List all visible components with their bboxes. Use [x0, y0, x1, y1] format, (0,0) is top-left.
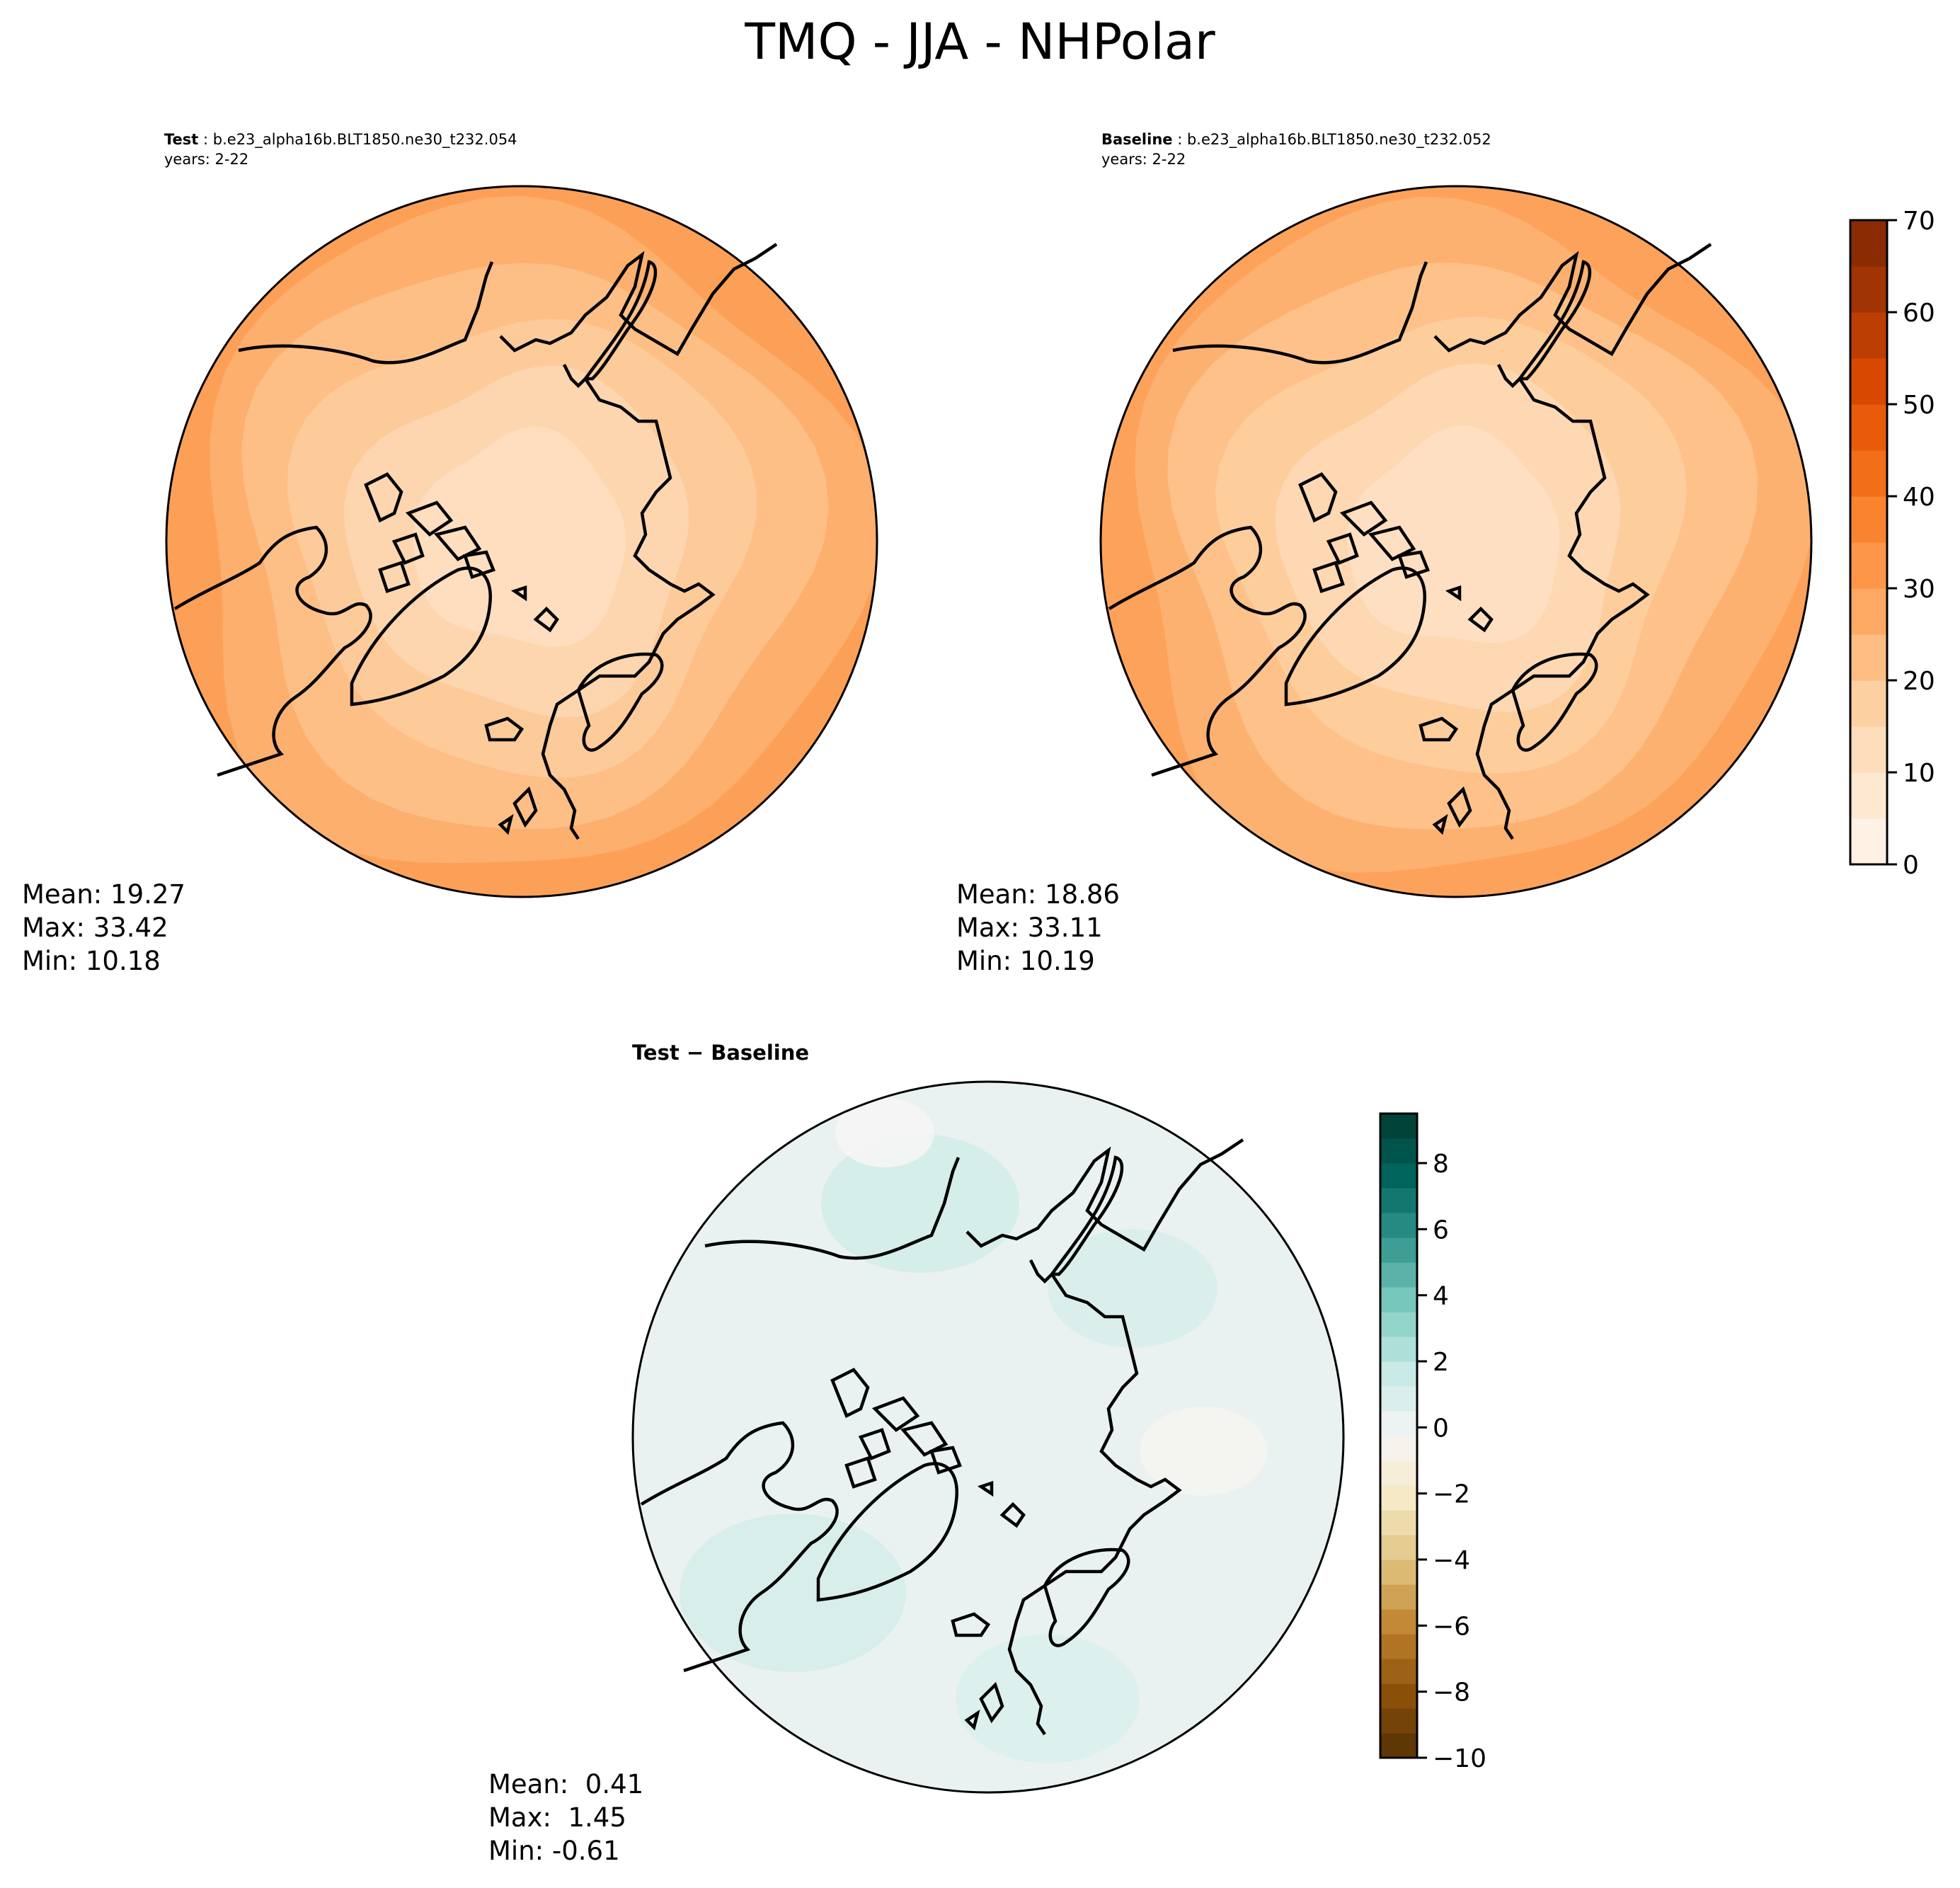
- colorbar-tick-label: −4: [1433, 1546, 1470, 1575]
- colorbar-tick-label: 0: [1903, 851, 1919, 880]
- colorbar-tick-label: 40: [1903, 483, 1935, 512]
- difference-min: Min: -0.61: [488, 1836, 620, 1866]
- colorbar-segment: [1850, 450, 1887, 497]
- colorbar-frame: [1849, 219, 1889, 866]
- colorbar-segment: [1380, 1683, 1417, 1709]
- baseline-min: Min: 10.19: [956, 946, 1095, 976]
- colorbar-segment: [1850, 542, 1887, 589]
- test-stats: Mean: 19.27 Max: 33.42 Min: 10.18: [22, 878, 185, 978]
- colorbar-tick-label: 20: [1903, 667, 1935, 696]
- contour-band: [413, 426, 626, 647]
- colorbar-segment: [1380, 1609, 1417, 1635]
- colorbar-segment: [1380, 1213, 1417, 1238]
- colorbar-tick-label: 10: [1903, 759, 1935, 788]
- colorbar-tick-label: 2: [1433, 1348, 1449, 1377]
- contour-band: [680, 1514, 906, 1672]
- baseline-panel-header: Baseline : b.e23_alpha16b.BLT1850.ne30_t…: [1101, 131, 1491, 168]
- contour-band: [1048, 1229, 1217, 1348]
- colorbar-segment: [1380, 1312, 1417, 1337]
- test-max: Max: 33.42: [22, 912, 168, 943]
- colorbar-tick-label: 50: [1903, 391, 1935, 420]
- colorbar-segment: [1850, 588, 1887, 635]
- colorbar-segment: [1850, 404, 1887, 451]
- baseline-stats: Mean: 18.86 Max: 33.11 Min: 10.19: [956, 878, 1120, 978]
- difference-title: Test − Baseline: [632, 1041, 810, 1065]
- colorbar-segment: [1850, 358, 1887, 405]
- colorbar-tick-label: −8: [1433, 1678, 1470, 1707]
- test-case-name: b.e23_alpha16b.BLT1850.ne30_t232.054: [212, 131, 517, 148]
- colorbar-tick-label: 6: [1433, 1215, 1449, 1245]
- colorbar-segment: [1380, 1237, 1417, 1263]
- baseline-case-name: b.e23_alpha16b.BLT1850.ne30_t232.052: [1186, 131, 1491, 148]
- colorbar-segment: [1380, 1114, 1417, 1139]
- colorbar-segment: [1850, 220, 1887, 267]
- test-min: Min: 10.18: [22, 946, 161, 976]
- colorbar-segment: [1380, 1708, 1417, 1734]
- colorbar-segment: [1850, 496, 1887, 543]
- colorbar-segment: [1380, 1460, 1417, 1486]
- brbg-colorbar: −10 −8 −6 −4 −2 0 2 4 6 8: [1379, 1112, 1486, 1773]
- colorbar-tick-label: 30: [1903, 575, 1935, 604]
- colorbar-segment: [1850, 634, 1887, 681]
- colorbar-segment: [1850, 772, 1887, 819]
- difference-stats: Mean: 0.41 Max: 1.45 Min: -0.61: [488, 1768, 643, 1867]
- baseline-years: years: 2-22: [1101, 151, 1186, 168]
- colorbar-segment: [1380, 1386, 1417, 1412]
- colorbar-segment: [1380, 1535, 1417, 1560]
- test-mean: Mean: 19.27: [22, 879, 185, 910]
- colorbar-segment: [1380, 1138, 1417, 1164]
- colorbar-segment: [1850, 680, 1887, 727]
- colorbar-segment: [1380, 1560, 1417, 1585]
- difference-mean: Mean: 0.41: [488, 1769, 644, 1800]
- colorbar-segment: [1380, 1584, 1417, 1610]
- colorbar-tick-label: −6: [1433, 1612, 1470, 1641]
- difference-map: [631, 1080, 1345, 1794]
- colorbar-tick-label: −10: [1433, 1744, 1486, 1773]
- contour-band: [956, 1635, 1140, 1763]
- colorbar-segment: [1380, 1659, 1417, 1684]
- test-map: [165, 185, 878, 898]
- baseline-max: Max: 33.11: [956, 912, 1103, 943]
- test-panel-header: Test : b.e23_alpha16b.BLT1850.ne30_t232.…: [164, 131, 517, 168]
- colorbar-tick-label: 8: [1433, 1150, 1449, 1179]
- contour-band: [821, 1134, 1019, 1273]
- colorbar-tick-label: 4: [1433, 1282, 1449, 1311]
- oranges-colorbar: 0 10 20 30 40 50 60 70: [1849, 207, 1935, 880]
- colorbar-segment: [1380, 1361, 1417, 1387]
- colorbar-segment: [1380, 1485, 1417, 1511]
- baseline-label: Baseline: [1101, 131, 1173, 148]
- colorbar-segment: [1850, 818, 1887, 865]
- baseline-mean: Mean: 18.86: [956, 879, 1120, 910]
- colorbar-segment: [1380, 1188, 1417, 1213]
- colorbar-segment: [1380, 1163, 1417, 1189]
- baseline-map: [1099, 185, 1813, 898]
- colorbar-tick-label: 70: [1903, 207, 1935, 236]
- colorbar-segment: [1380, 1411, 1417, 1436]
- colorbar-segment: [1380, 1436, 1417, 1461]
- colorbar-segment: [1850, 726, 1887, 773]
- colorbar-segment: [1850, 266, 1887, 313]
- colorbar-segment: [1850, 312, 1887, 359]
- colorbar-tick-label: −2: [1433, 1480, 1470, 1509]
- colorbar-segment: [1380, 1337, 1417, 1362]
- colorbar-segment: [1380, 1287, 1417, 1312]
- colorbar-segment: [1380, 1733, 1417, 1758]
- colorbar-segment: [1380, 1634, 1417, 1659]
- colorbar-frame: [1379, 1112, 1419, 1759]
- contour-band: [1347, 425, 1560, 643]
- test-years: years: 2-22: [164, 151, 249, 168]
- colorbar-segment: [1380, 1510, 1417, 1535]
- colorbar-tick-label: 60: [1903, 299, 1935, 328]
- contour-band: [1140, 1407, 1267, 1496]
- colorbar-tick-label: 0: [1433, 1414, 1449, 1443]
- test-label: Test: [164, 131, 199, 148]
- contour-band: [835, 1098, 934, 1167]
- figure-title: TMQ - JJA - NHPolar: [745, 13, 1215, 71]
- difference-max: Max: 1.45: [488, 1802, 626, 1833]
- colorbar-segment: [1380, 1262, 1417, 1288]
